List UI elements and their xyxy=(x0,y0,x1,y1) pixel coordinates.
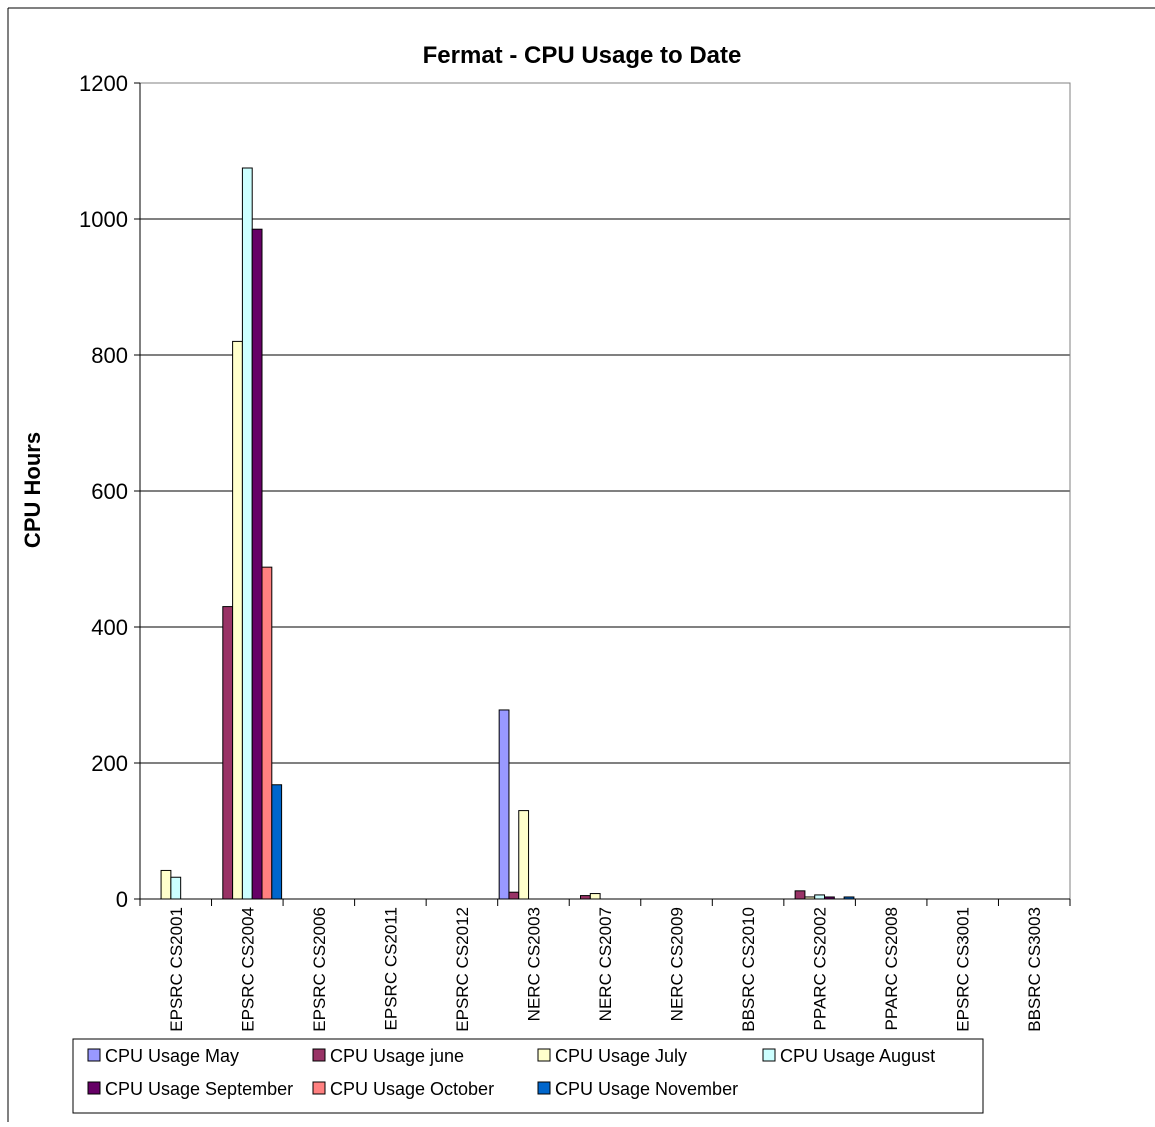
y-axis-ticks: 0 200 400 600 800 1000 1200 xyxy=(79,71,140,912)
y-tick-label: 600 xyxy=(91,479,128,504)
legend-label: CPU Usage june xyxy=(330,1046,464,1066)
bar xyxy=(580,895,591,900)
x-axis-ticks: EPSRC CS2001 EPSRC CS2004 EPSRC CS2006 EPSR… xyxy=(139,899,1071,1032)
legend-swatch xyxy=(537,1048,551,1062)
bar xyxy=(232,340,243,900)
x-category-label: EPSRC CS2001 xyxy=(167,907,186,1032)
gridlines xyxy=(140,218,1070,764)
y-tick-label: 200 xyxy=(91,751,128,776)
bar xyxy=(222,606,234,900)
y-tick-label: 1000 xyxy=(79,207,128,232)
x-category-label: BBSRC CS3003 xyxy=(1025,907,1044,1032)
bars xyxy=(160,167,855,900)
legend-label: CPU Usage May xyxy=(105,1046,239,1066)
y-axis-label: CPU Hours xyxy=(20,432,45,548)
bar xyxy=(170,876,182,900)
x-category-label: PPARC CS2008 xyxy=(882,907,901,1030)
x-category-label: EPSRC CS2006 xyxy=(310,907,329,1032)
legend-swatch xyxy=(312,1081,326,1095)
x-category-label: EPSRC CS3001 xyxy=(954,907,973,1032)
x-category-label: EPSRC CS2004 xyxy=(238,907,257,1032)
bar xyxy=(814,894,826,900)
bar xyxy=(160,869,172,900)
y-tick-label: 0 xyxy=(116,887,128,912)
legend-swatch xyxy=(87,1048,101,1062)
bar xyxy=(589,893,601,900)
y-tick-label: 400 xyxy=(91,615,128,640)
x-category-label: NERC CS2003 xyxy=(524,907,543,1021)
legend-label: CPU Usage September xyxy=(105,1079,293,1099)
x-category-label: BBSRC CS2010 xyxy=(739,907,758,1032)
legend-swatch xyxy=(87,1081,101,1095)
x-category-label: EPSRC CS2011 xyxy=(381,907,400,1030)
legend-swatch xyxy=(537,1081,551,1095)
chart-title: Fermat - CPU Usage to Date xyxy=(423,42,742,69)
legend: CPU Usage May CPU Usage june CPU Usage Jul… xyxy=(87,1046,935,1099)
x-category-label: NERC CS2007 xyxy=(596,907,615,1021)
bar xyxy=(518,810,530,900)
bar xyxy=(261,566,273,900)
bar xyxy=(508,891,520,900)
bar xyxy=(794,890,806,900)
y-tick-label: 1200 xyxy=(79,71,128,96)
x-category-label: PPARC CS2002 xyxy=(811,907,830,1030)
y-tick-label: 800 xyxy=(91,343,128,368)
legend-box xyxy=(72,1038,984,1114)
x-category-label: NERC CS2009 xyxy=(668,907,687,1021)
bar xyxy=(241,167,253,900)
legend-label: CPU Usage October xyxy=(330,1079,494,1099)
legend-label: CPU Usage July xyxy=(555,1046,687,1066)
legend-swatch xyxy=(312,1048,326,1062)
bar xyxy=(271,784,283,900)
legend-swatch xyxy=(762,1048,776,1062)
bar xyxy=(251,228,263,900)
legend-label: CPU Usage August xyxy=(780,1046,935,1066)
bar xyxy=(498,709,510,900)
x-category-label: EPSRC CS2012 xyxy=(453,907,472,1032)
legend-label: CPU Usage November xyxy=(555,1079,738,1099)
